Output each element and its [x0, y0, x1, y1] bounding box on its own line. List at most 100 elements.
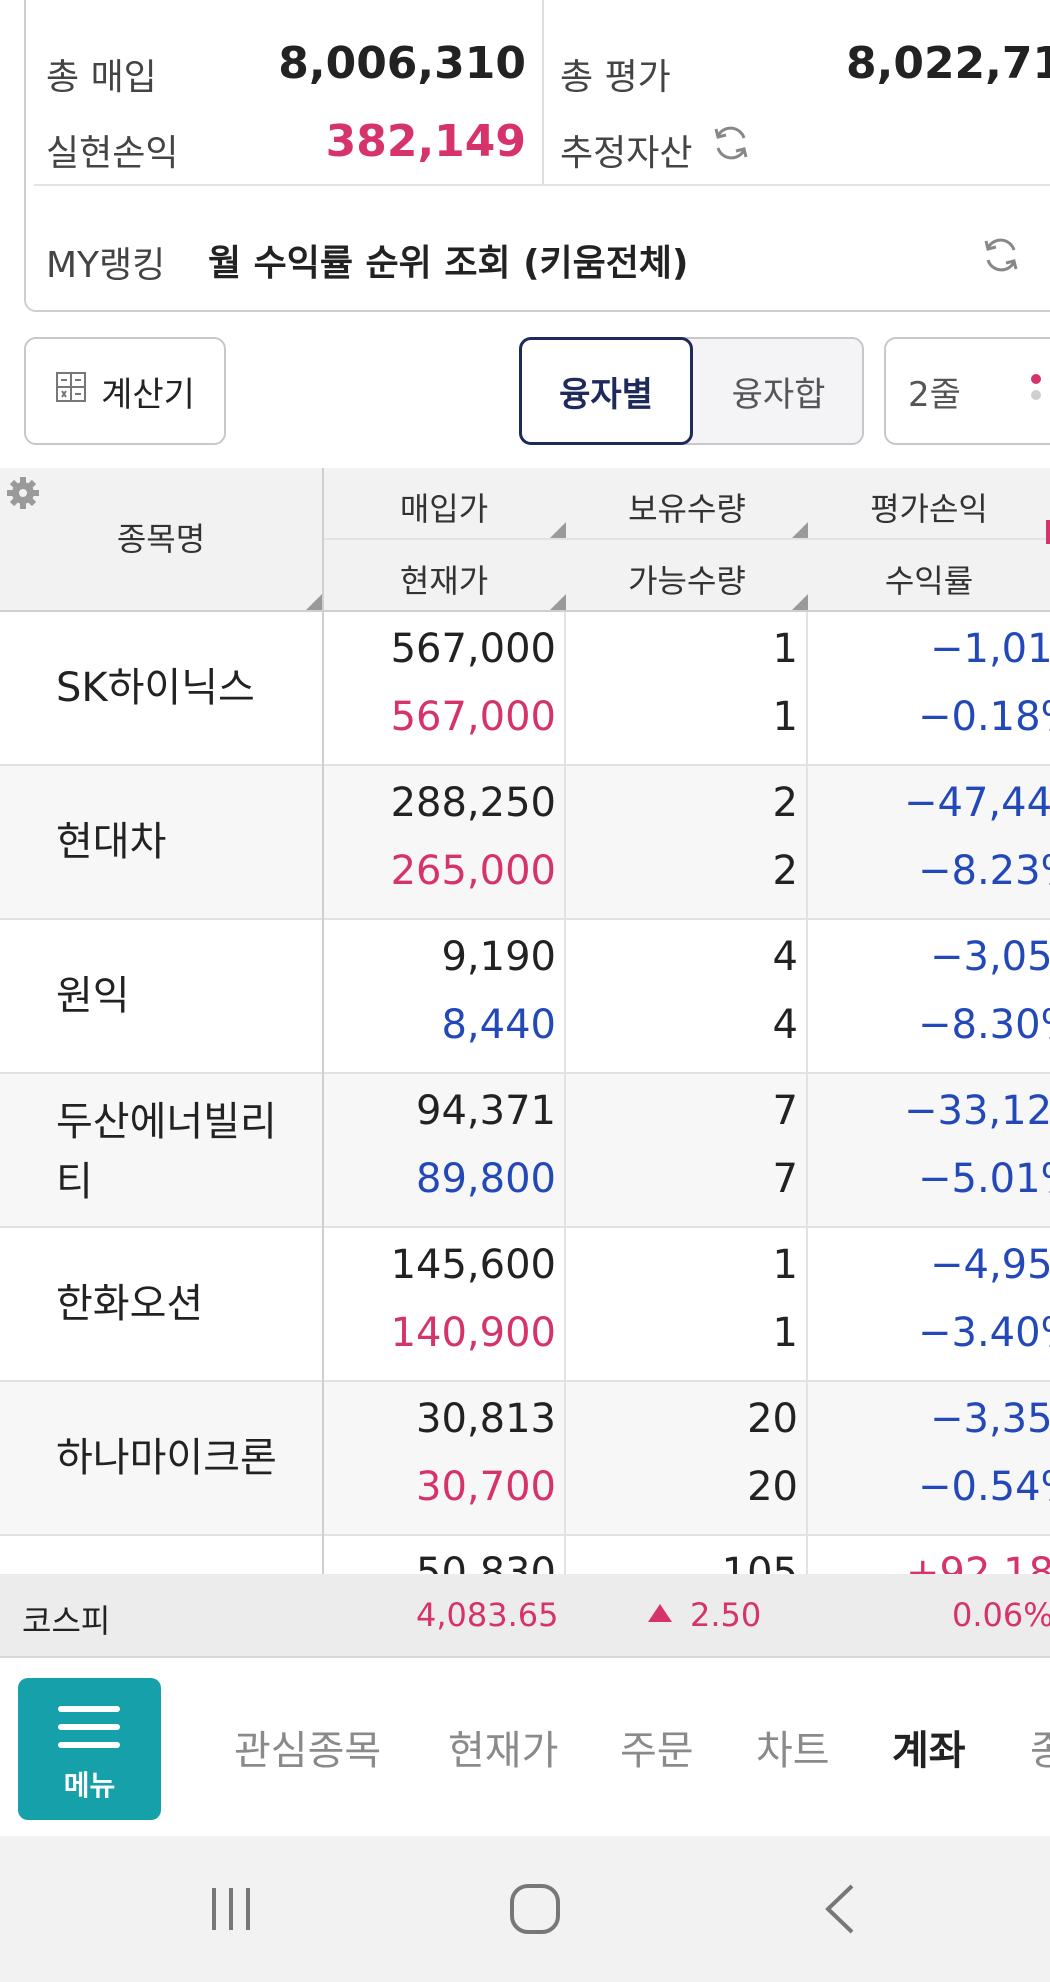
- hold-qty: 2: [772, 780, 798, 826]
- nav-order[interactable]: 주문: [620, 1728, 694, 1774]
- table-row[interactable]: 하나마이크론 30,813 30,700 20 20 −3,35 −0.54%: [0, 1382, 1050, 1536]
- up-arrow-icon: [648, 1604, 672, 1622]
- current-price: 265,000: [390, 848, 556, 894]
- total-buy-value: 8,006,310: [278, 38, 526, 89]
- system-navigation-bar: [0, 1836, 1050, 1982]
- back-icon[interactable]: [820, 1882, 860, 1936]
- total-eval-value: 8,022,710: [846, 38, 1050, 89]
- hold-qty: 105: [721, 1550, 798, 1574]
- nav-account[interactable]: 계좌: [892, 1728, 966, 1774]
- segment-loan-sum[interactable]: 융자합: [731, 374, 826, 415]
- eval-pl: −3,35: [930, 1396, 1050, 1442]
- more-options-icon: [1030, 373, 1042, 422]
- sort-indicator: [550, 594, 566, 610]
- line-count-selector[interactable]: 2줄: [884, 337, 1050, 445]
- column-divider: [322, 468, 324, 612]
- column-divider: [322, 612, 324, 1574]
- buy-price: 9,190: [441, 934, 556, 980]
- sort-indicator: [306, 594, 322, 610]
- return-rate: −0.18%: [918, 694, 1050, 740]
- market-index-bar[interactable]: 코스피 4,083.65 2.50 0.06%: [0, 1574, 1050, 1658]
- stock-name: 하나마이크론: [56, 1435, 277, 1481]
- avail-qty: 2: [772, 848, 798, 894]
- stock-name: 현대차: [56, 819, 167, 865]
- hold-qty: 1: [772, 626, 798, 672]
- current-price: 8,440: [441, 1002, 556, 1048]
- buy-price: 288,250: [390, 780, 556, 826]
- ranking-refresh-icon[interactable]: [978, 232, 1024, 278]
- return-rate: −5.01%: [918, 1156, 1050, 1202]
- sort-indicator: [792, 594, 808, 610]
- nav-more[interactable]: 종: [1030, 1728, 1050, 1774]
- buy-price: 94,371: [416, 1088, 556, 1134]
- calculator-label: 계산기: [101, 374, 195, 415]
- segment-by-loan[interactable]: 융자별: [519, 337, 693, 445]
- sort-indicator: [792, 522, 808, 538]
- column-header-return-rate[interactable]: 수익률: [884, 562, 974, 600]
- summary-divider: [542, 0, 544, 184]
- total-eval-label: 총 평가: [560, 57, 671, 98]
- column-header-current-price[interactable]: 현재가: [399, 562, 489, 600]
- menu-button[interactable]: 메뉴: [18, 1678, 161, 1820]
- ranking-link[interactable]: 월 수익률 순위 조회 (키움전체): [208, 243, 689, 284]
- calculator-button[interactable]: 계산기: [24, 337, 226, 445]
- hold-qty: 7: [772, 1088, 798, 1134]
- table-row-partial[interactable]: 50,830 105 +92,18: [0, 1536, 1050, 1574]
- menu-label: 메뉴: [63, 1769, 116, 1802]
- realized-pl-value: 382,149: [325, 116, 526, 167]
- calculator-icon: [55, 371, 87, 412]
- index-change: 2.50: [690, 1596, 762, 1634]
- hold-qty: 1: [772, 1242, 798, 1288]
- column-header-name[interactable]: 종목명: [116, 520, 206, 558]
- column-divider: [564, 612, 566, 1574]
- column-header-avail-qty[interactable]: 가능수량: [628, 562, 746, 600]
- home-icon[interactable]: [508, 1882, 562, 1936]
- eval-pl: +92,18: [906, 1550, 1050, 1574]
- holdings-table-header: 종목명 매입가 현재가 보유수량 가능수량 평가손익 수익률: [0, 468, 1050, 612]
- table-row[interactable]: 두산에너빌리 티 94,371 89,800 7 7 −33,127 −5.01…: [0, 1074, 1050, 1228]
- column-divider: [806, 612, 808, 1574]
- refresh-icon[interactable]: [708, 120, 754, 166]
- eval-pl: −3,050: [930, 934, 1050, 980]
- eval-pl: −4,95: [930, 1242, 1050, 1288]
- eval-pl: −33,127: [904, 1088, 1050, 1134]
- scroll-marker: [1046, 520, 1050, 544]
- table-row[interactable]: 한화오션 145,600 140,900 1 1 −4,95 −3.40%: [0, 1228, 1050, 1382]
- nav-watchlist[interactable]: 관심종목: [234, 1728, 382, 1774]
- hold-qty: 20: [747, 1396, 798, 1442]
- column-header-buy-price[interactable]: 매입가: [399, 490, 489, 528]
- table-row[interactable]: 현대차 288,250 265,000 2 2 −47,445 −8.23%: [0, 766, 1050, 920]
- nav-current-price[interactable]: 현재가: [448, 1728, 559, 1774]
- recent-apps-icon[interactable]: [206, 1884, 256, 1934]
- estimated-asset-label: 추정자산: [560, 133, 693, 174]
- return-rate: −0.54%: [918, 1464, 1050, 1510]
- avail-qty: 7: [772, 1156, 798, 1202]
- column-header-hold-qty[interactable]: 보유수량: [628, 490, 746, 528]
- avail-qty: 20: [747, 1464, 798, 1510]
- settings-icon[interactable]: [4, 474, 42, 512]
- table-row[interactable]: SK하이닉스 567,000 567,000 1 1 −1,010 −0.18%: [0, 612, 1050, 766]
- stock-name: 두산에너빌리: [56, 1099, 277, 1145]
- table-row[interactable]: 원익 9,190 8,440 4 4 −3,050 −8.30%: [0, 920, 1050, 1074]
- stock-name-line2: 티: [56, 1159, 93, 1205]
- loan-segment-control: 융자별 융자합: [519, 337, 864, 445]
- eval-pl: −1,010: [930, 626, 1050, 672]
- stock-name: 한화오션: [56, 1281, 204, 1327]
- index-rate: 0.06%: [952, 1596, 1050, 1634]
- realized-pl-label: 실현손익: [46, 133, 179, 174]
- summary-divider: [34, 184, 1050, 186]
- return-rate: −8.30%: [918, 1002, 1050, 1048]
- my-ranking-label: MY랭킹: [46, 245, 166, 286]
- stock-name: SK하이닉스: [56, 665, 255, 711]
- account-summary-card: 총 매입 8,006,310 총 평가 8,022,710 실현손익 382,1…: [24, 0, 1050, 312]
- bottom-navigation: 메뉴 관심종목 현재가 주문 차트 계좌 종: [0, 1658, 1050, 1836]
- current-price: 567,000: [390, 694, 556, 740]
- eval-pl: −47,445: [904, 780, 1050, 826]
- current-price: 30,700: [416, 1464, 556, 1510]
- return-rate: −8.23%: [918, 848, 1050, 894]
- avail-qty: 1: [772, 694, 798, 740]
- column-header-eval-pl[interactable]: 평가손익: [870, 490, 988, 528]
- avail-qty: 4: [772, 1002, 798, 1048]
- buy-price: 567,000: [390, 626, 556, 672]
- nav-chart[interactable]: 차트: [756, 1728, 830, 1774]
